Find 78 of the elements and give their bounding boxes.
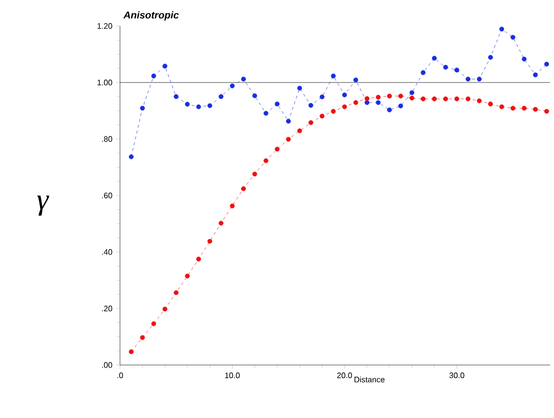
point [342, 104, 347, 110]
point [184, 274, 190, 278]
point [162, 64, 168, 69]
point [241, 186, 246, 192]
point [140, 106, 145, 111]
point [297, 128, 302, 134]
point [499, 104, 504, 110]
y-axis-title: γ [37, 196, 50, 216]
point [196, 104, 201, 110]
point [387, 108, 392, 112]
point [410, 96, 414, 100]
point [174, 290, 179, 296]
point [510, 34, 516, 40]
point [420, 70, 426, 76]
point [230, 204, 235, 208]
point [140, 335, 145, 340]
point [162, 306, 168, 312]
point [376, 94, 381, 100]
point [544, 108, 550, 114]
point [286, 136, 291, 142]
point [330, 108, 336, 114]
point [274, 146, 280, 152]
point [207, 238, 212, 244]
point [128, 154, 134, 160]
point [364, 96, 370, 101]
point [410, 90, 414, 96]
point [522, 106, 527, 111]
point [398, 104, 404, 108]
point [252, 172, 258, 176]
point [443, 64, 448, 70]
point [466, 76, 470, 82]
point [274, 102, 280, 106]
point [230, 83, 235, 88]
point [308, 102, 314, 108]
point [174, 94, 179, 100]
point [454, 96, 460, 102]
point [353, 100, 358, 105]
point [522, 56, 527, 62]
point [398, 94, 404, 98]
point [297, 86, 302, 91]
point [533, 106, 538, 112]
point [264, 158, 268, 164]
point [466, 96, 470, 102]
point [510, 106, 516, 111]
point [320, 94, 324, 100]
point [533, 72, 538, 78]
point [151, 74, 156, 78]
point [432, 56, 437, 61]
point [308, 120, 314, 126]
point [432, 96, 437, 102]
point [320, 114, 324, 119]
point [196, 256, 201, 262]
point [376, 100, 381, 105]
point [128, 349, 134, 354]
point [218, 220, 224, 226]
point [342, 92, 347, 98]
chart-title: Anisotropic [123, 11, 179, 20]
point [252, 93, 258, 98]
point [330, 74, 336, 78]
point [353, 78, 358, 82]
point [184, 102, 190, 107]
point [476, 98, 482, 104]
point [420, 96, 426, 102]
point [207, 103, 212, 108]
point [488, 54, 493, 60]
point [488, 102, 493, 106]
point [499, 26, 504, 32]
point [151, 321, 156, 326]
point [387, 94, 392, 98]
point [364, 100, 370, 105]
point [454, 68, 460, 72]
point [286, 118, 291, 124]
point [264, 110, 268, 116]
point [241, 76, 246, 82]
point [443, 96, 448, 102]
point [544, 62, 550, 67]
point [476, 76, 482, 82]
point [218, 94, 224, 100]
